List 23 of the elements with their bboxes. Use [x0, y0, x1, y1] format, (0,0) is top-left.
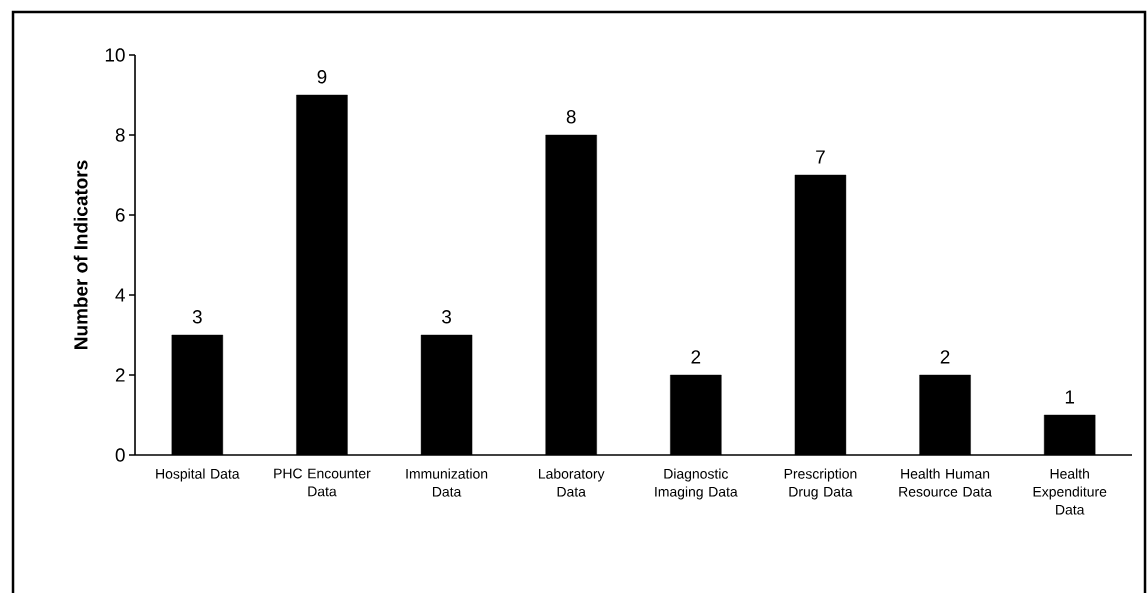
x-tick-label: Diagnostic Imaging Data [655, 468, 738, 500]
y-tick-label: 10 [105, 48, 125, 62]
x-tick-label: Health Human Resource Data [899, 468, 992, 497]
data-label: 9 [317, 70, 327, 84]
data-label: 3 [442, 310, 451, 324]
y-tick-label: 2 [115, 368, 125, 382]
x-tick-label: Laboratory Data [539, 468, 605, 497]
data-label: 1 [1065, 390, 1075, 404]
y-tick-label: 6 [115, 208, 125, 222]
data-label: 2 [691, 350, 701, 364]
data-label: 2 [940, 350, 950, 364]
y-tick-label: 0 [115, 448, 125, 462]
x-tick-label: Hospital Data [156, 468, 240, 482]
data-label: 8 [566, 110, 576, 124]
y-axis-title: Number of Indicators [73, 160, 88, 349]
x-tick-label: Prescription Drug Data [784, 468, 857, 500]
x-tick-label: PHC Encounter Data [274, 468, 371, 497]
x-tick-label: Health Expenditure Data [1033, 468, 1107, 515]
y-tick-label: 8 [115, 128, 125, 142]
y-tick-label: 4 [115, 288, 125, 302]
data-label: 3 [192, 310, 202, 324]
x-tick-label: Immunization Data [406, 468, 488, 497]
data-label: 7 [816, 150, 825, 164]
